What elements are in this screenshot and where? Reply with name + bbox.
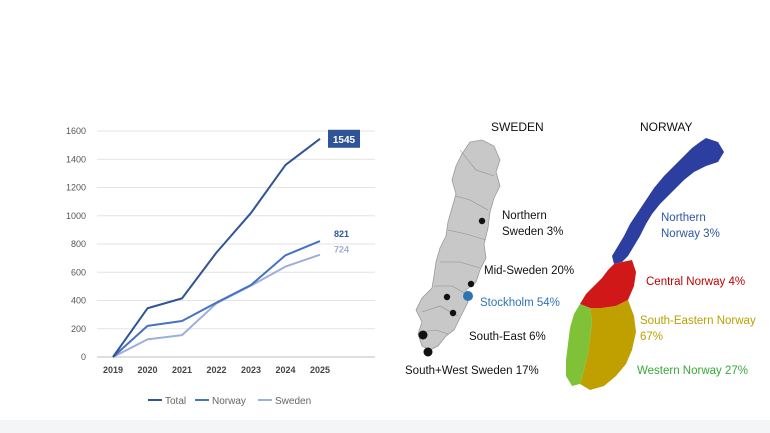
legend-label: Sweden [275, 396, 311, 407]
y-tick-label: 600 [71, 267, 86, 277]
y-tick-label: 1400 [66, 154, 86, 164]
dot-south-west [418, 330, 428, 340]
x-tick-label: 2020 [137, 365, 157, 375]
y-tick-label: 800 [71, 239, 86, 249]
label-northern-norway-line1: Northern [661, 212, 706, 224]
bottom-strip [0, 420, 770, 433]
x-tick-label: 2024 [275, 365, 295, 375]
dot-south-east [449, 309, 457, 317]
dot-northern-sweden [478, 217, 486, 225]
end-label-total: 1545 [328, 129, 360, 148]
label-western-norway: Western Norway 27% [637, 365, 748, 377]
dot-mid-sweden-2 [443, 293, 451, 301]
y-tick-label: 1600 [66, 126, 86, 136]
norway-western-region [566, 304, 592, 386]
end-label-sweden: 724 [334, 245, 349, 255]
legend-item-norway: Norway [195, 396, 246, 407]
norway-map [566, 138, 724, 390]
end-label-total-text: 1545 [333, 135, 356, 146]
label-stockholm: Stockholm 54% [480, 297, 560, 309]
y-tick-label: 1200 [66, 183, 86, 193]
x-tick-label: 2022 [206, 365, 226, 375]
end-label-total-box [328, 129, 360, 148]
label-mid-sweden: Mid-Sweden 20% [484, 265, 574, 277]
label-south-eastern-norway-line1: South-Eastern Norway [640, 315, 756, 327]
y-tick-label: 400 [71, 296, 86, 306]
x-tick-label: 2019 [103, 365, 123, 375]
y-tick-label: 1000 [66, 211, 86, 221]
x-tick-label: 2023 [241, 365, 261, 375]
x-tick-label: 2025 [310, 365, 330, 375]
series-line-norway [112, 240, 321, 358]
series-line-sweden [112, 253, 321, 358]
norway-north-region [612, 138, 724, 264]
sweden-map [415, 139, 501, 357]
label-northern-norway-line2: Norway 3% [661, 228, 720, 240]
series-line-total [112, 137, 321, 358]
norway-central-region [580, 260, 636, 308]
legend-item-sweden: Sweden [258, 396, 311, 407]
norway-south-eastern-region [580, 300, 636, 390]
legend: Total Norway Sweden [148, 396, 311, 407]
label-northern-sweden-line1: Northern [502, 210, 547, 222]
label-central-norway: Central Norway 4% [646, 276, 745, 288]
end-value-labels: 1545 821 724 [328, 129, 360, 255]
series-lines [112, 137, 321, 358]
end-label-norway: 821 [334, 229, 349, 239]
x-tick-labels: 2019 2020 2021 2022 2023 2024 2025 [103, 365, 330, 375]
label-south-eastern-norway-line2: 67% [640, 331, 663, 343]
x-tick-label: 2021 [172, 365, 192, 375]
y-tick-label: 200 [71, 324, 86, 334]
label-south-west: South+West Sweden 17% [405, 365, 539, 377]
legend-item-total: Total [148, 396, 186, 407]
legend-label: Total [165, 396, 186, 407]
y-tick-labels: 0 200 400 600 800 1000 1200 1400 1600 [66, 126, 86, 362]
norway-map-title: NORWAY [640, 120, 692, 134]
dot-stockholm [463, 291, 473, 301]
sweden-shape [415, 139, 501, 351]
y-tick-label: 0 [81, 352, 86, 362]
legend-label: Norway [212, 396, 246, 407]
dot-south-west-2 [423, 347, 433, 357]
dot-mid-sweden [467, 280, 475, 288]
sweden-map-title: SWEDEN [491, 120, 544, 134]
label-northern-sweden-line2: Sweden 3% [502, 226, 563, 238]
label-south-east: South-East 6% [469, 331, 546, 343]
